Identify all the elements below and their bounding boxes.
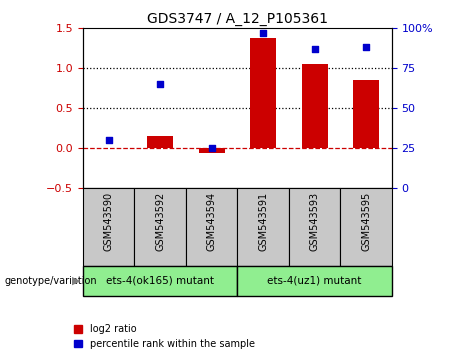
Bar — [148, 136, 173, 148]
Bar — [83, 188, 135, 266]
Text: GSM543594: GSM543594 — [207, 192, 217, 251]
Bar — [83, 266, 237, 296]
Bar — [289, 188, 340, 266]
Bar — [237, 266, 392, 296]
Point — [362, 45, 370, 50]
Text: ▶: ▶ — [72, 275, 81, 286]
Point — [156, 81, 164, 87]
Bar — [250, 38, 276, 148]
Point — [311, 46, 318, 52]
Title: GDS3747 / A_12_P105361: GDS3747 / A_12_P105361 — [147, 12, 328, 26]
Legend: log2 ratio, percentile rank within the sample: log2 ratio, percentile rank within the s… — [74, 324, 254, 349]
Point — [208, 145, 215, 151]
Bar — [199, 148, 225, 153]
Point — [260, 30, 267, 36]
Text: GSM543591: GSM543591 — [258, 192, 268, 251]
Bar — [186, 188, 237, 266]
Text: ets-4(uz1) mutant: ets-4(uz1) mutant — [267, 275, 362, 286]
Bar — [302, 64, 327, 148]
Text: GSM543595: GSM543595 — [361, 192, 371, 251]
Text: GSM543592: GSM543592 — [155, 192, 165, 251]
Point — [105, 137, 112, 143]
Text: ets-4(ok165) mutant: ets-4(ok165) mutant — [106, 275, 214, 286]
Text: GSM543590: GSM543590 — [104, 192, 114, 251]
Bar — [340, 188, 392, 266]
Text: genotype/variation: genotype/variation — [5, 275, 97, 286]
Bar — [135, 188, 186, 266]
Text: GSM543593: GSM543593 — [310, 192, 319, 251]
Bar — [237, 188, 289, 266]
Bar — [353, 80, 379, 148]
